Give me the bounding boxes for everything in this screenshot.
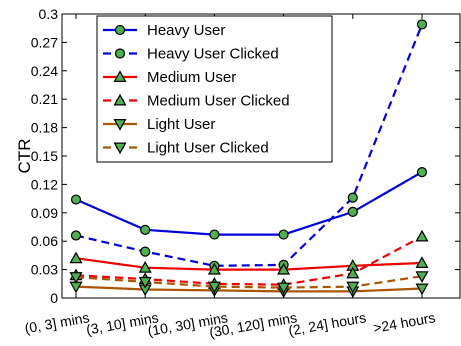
y-tick-label: 0.27 (31, 34, 58, 50)
legend-item-heavy-user: Heavy User (103, 22, 225, 39)
data-point-light-user-clicked (69, 272, 83, 284)
legend-item-light-user: Light User (103, 116, 215, 133)
y-tick-label: 0.03 (31, 262, 58, 278)
legend-marker (113, 70, 127, 83)
data-point-light-user-clicked (138, 276, 152, 289)
legend-label: Medium User Clicked (147, 93, 290, 110)
legend-marker (114, 48, 126, 59)
series-line-light-user-clicked (75, 275, 423, 289)
data-point-light-user-clicked (415, 271, 429, 283)
data-point-light-user-clicked (277, 282, 291, 295)
data-point-heavy-user-clicked (416, 19, 428, 30)
series-medium-user-clicked (69, 229, 429, 290)
series-line-light-user (75, 285, 423, 293)
legend-item-medium-user-clicked: Medium User Clicked (103, 93, 290, 110)
series-line-heavy-user (75, 171, 423, 236)
legend-marker (114, 24, 126, 36)
series-medium-user (69, 251, 429, 275)
series-line-heavy-user-clicked (75, 23, 424, 267)
legend-item-heavy-user-clicked: Heavy User Clicked (103, 46, 279, 63)
legend-label: Light User (147, 116, 215, 133)
data-point-medium-user (138, 260, 152, 273)
legend-box (96, 15, 333, 163)
data-point-medium-user (69, 251, 83, 264)
data-point-heavy-user (347, 206, 358, 217)
y-tick-label: 0.06 (31, 233, 58, 249)
legend-item-light-user-clicked: Light User Clicked (103, 140, 269, 157)
legend-label: Light User Clicked (147, 140, 269, 157)
data-point-light-user-clicked (346, 281, 360, 294)
series-heavy-user (70, 166, 428, 240)
data-point-heavy-user (140, 224, 151, 235)
data-point-heavy-user-clicked (140, 246, 151, 257)
data-point-heavy-user (278, 229, 289, 240)
data-point-light-user (415, 283, 429, 296)
x-tick-label: >24 hours (372, 309, 436, 336)
data-point-medium-user-clicked (346, 266, 360, 279)
data-point-medium-user-clicked (415, 229, 429, 242)
plot-area (69, 19, 429, 299)
y-tick-label: 0.15 (31, 148, 58, 164)
y-tick-label: 0 (50, 290, 58, 306)
data-point-heavy-user (416, 166, 428, 178)
series-light-user-clicked (69, 271, 429, 295)
series-line-medium-user-clicked (75, 235, 423, 286)
data-point-light-user-clicked (207, 281, 221, 294)
legend-marker (113, 142, 127, 155)
data-point-medium-user (415, 256, 429, 268)
legend-label: Medium User (147, 69, 236, 86)
y-tick-label: 0.3 (39, 6, 59, 22)
x-tick-label: (0, 3] mins (23, 309, 90, 336)
legend-marker (113, 93, 127, 106)
legend-label: Heavy User Clicked (147, 46, 279, 63)
data-point-heavy-user (209, 229, 220, 240)
legend-item-medium-user: Medium User (103, 69, 236, 86)
data-point-medium-user (207, 262, 221, 275)
data-point-medium-user (277, 262, 291, 275)
legend: Heavy User Heavy User Clicked Medium User M… (96, 15, 333, 163)
x-tick-label: (2, 24] hours (287, 309, 367, 338)
y-tick-label: 0.21 (31, 91, 58, 107)
y-axis-label: CTR (15, 139, 34, 174)
y-tick-label: 0.18 (31, 120, 58, 136)
y-axis: 0 0.03 0.06 0.09 0.12 0.15 0.18 0.21 0.24 0.27 0.3 (31, 6, 460, 306)
data-point-heavy-user-clicked (347, 192, 358, 203)
y-tick-label: 0.24 (31, 63, 58, 79)
data-point-heavy-user (70, 194, 82, 205)
y-tick-label: 0.09 (31, 205, 58, 221)
data-point-heavy-user-clicked (70, 230, 82, 241)
y-tick-label: 0.12 (31, 176, 58, 192)
series-line-medium-user (75, 257, 423, 271)
legend-marker (113, 118, 127, 131)
legend-label: Heavy User (147, 22, 225, 39)
